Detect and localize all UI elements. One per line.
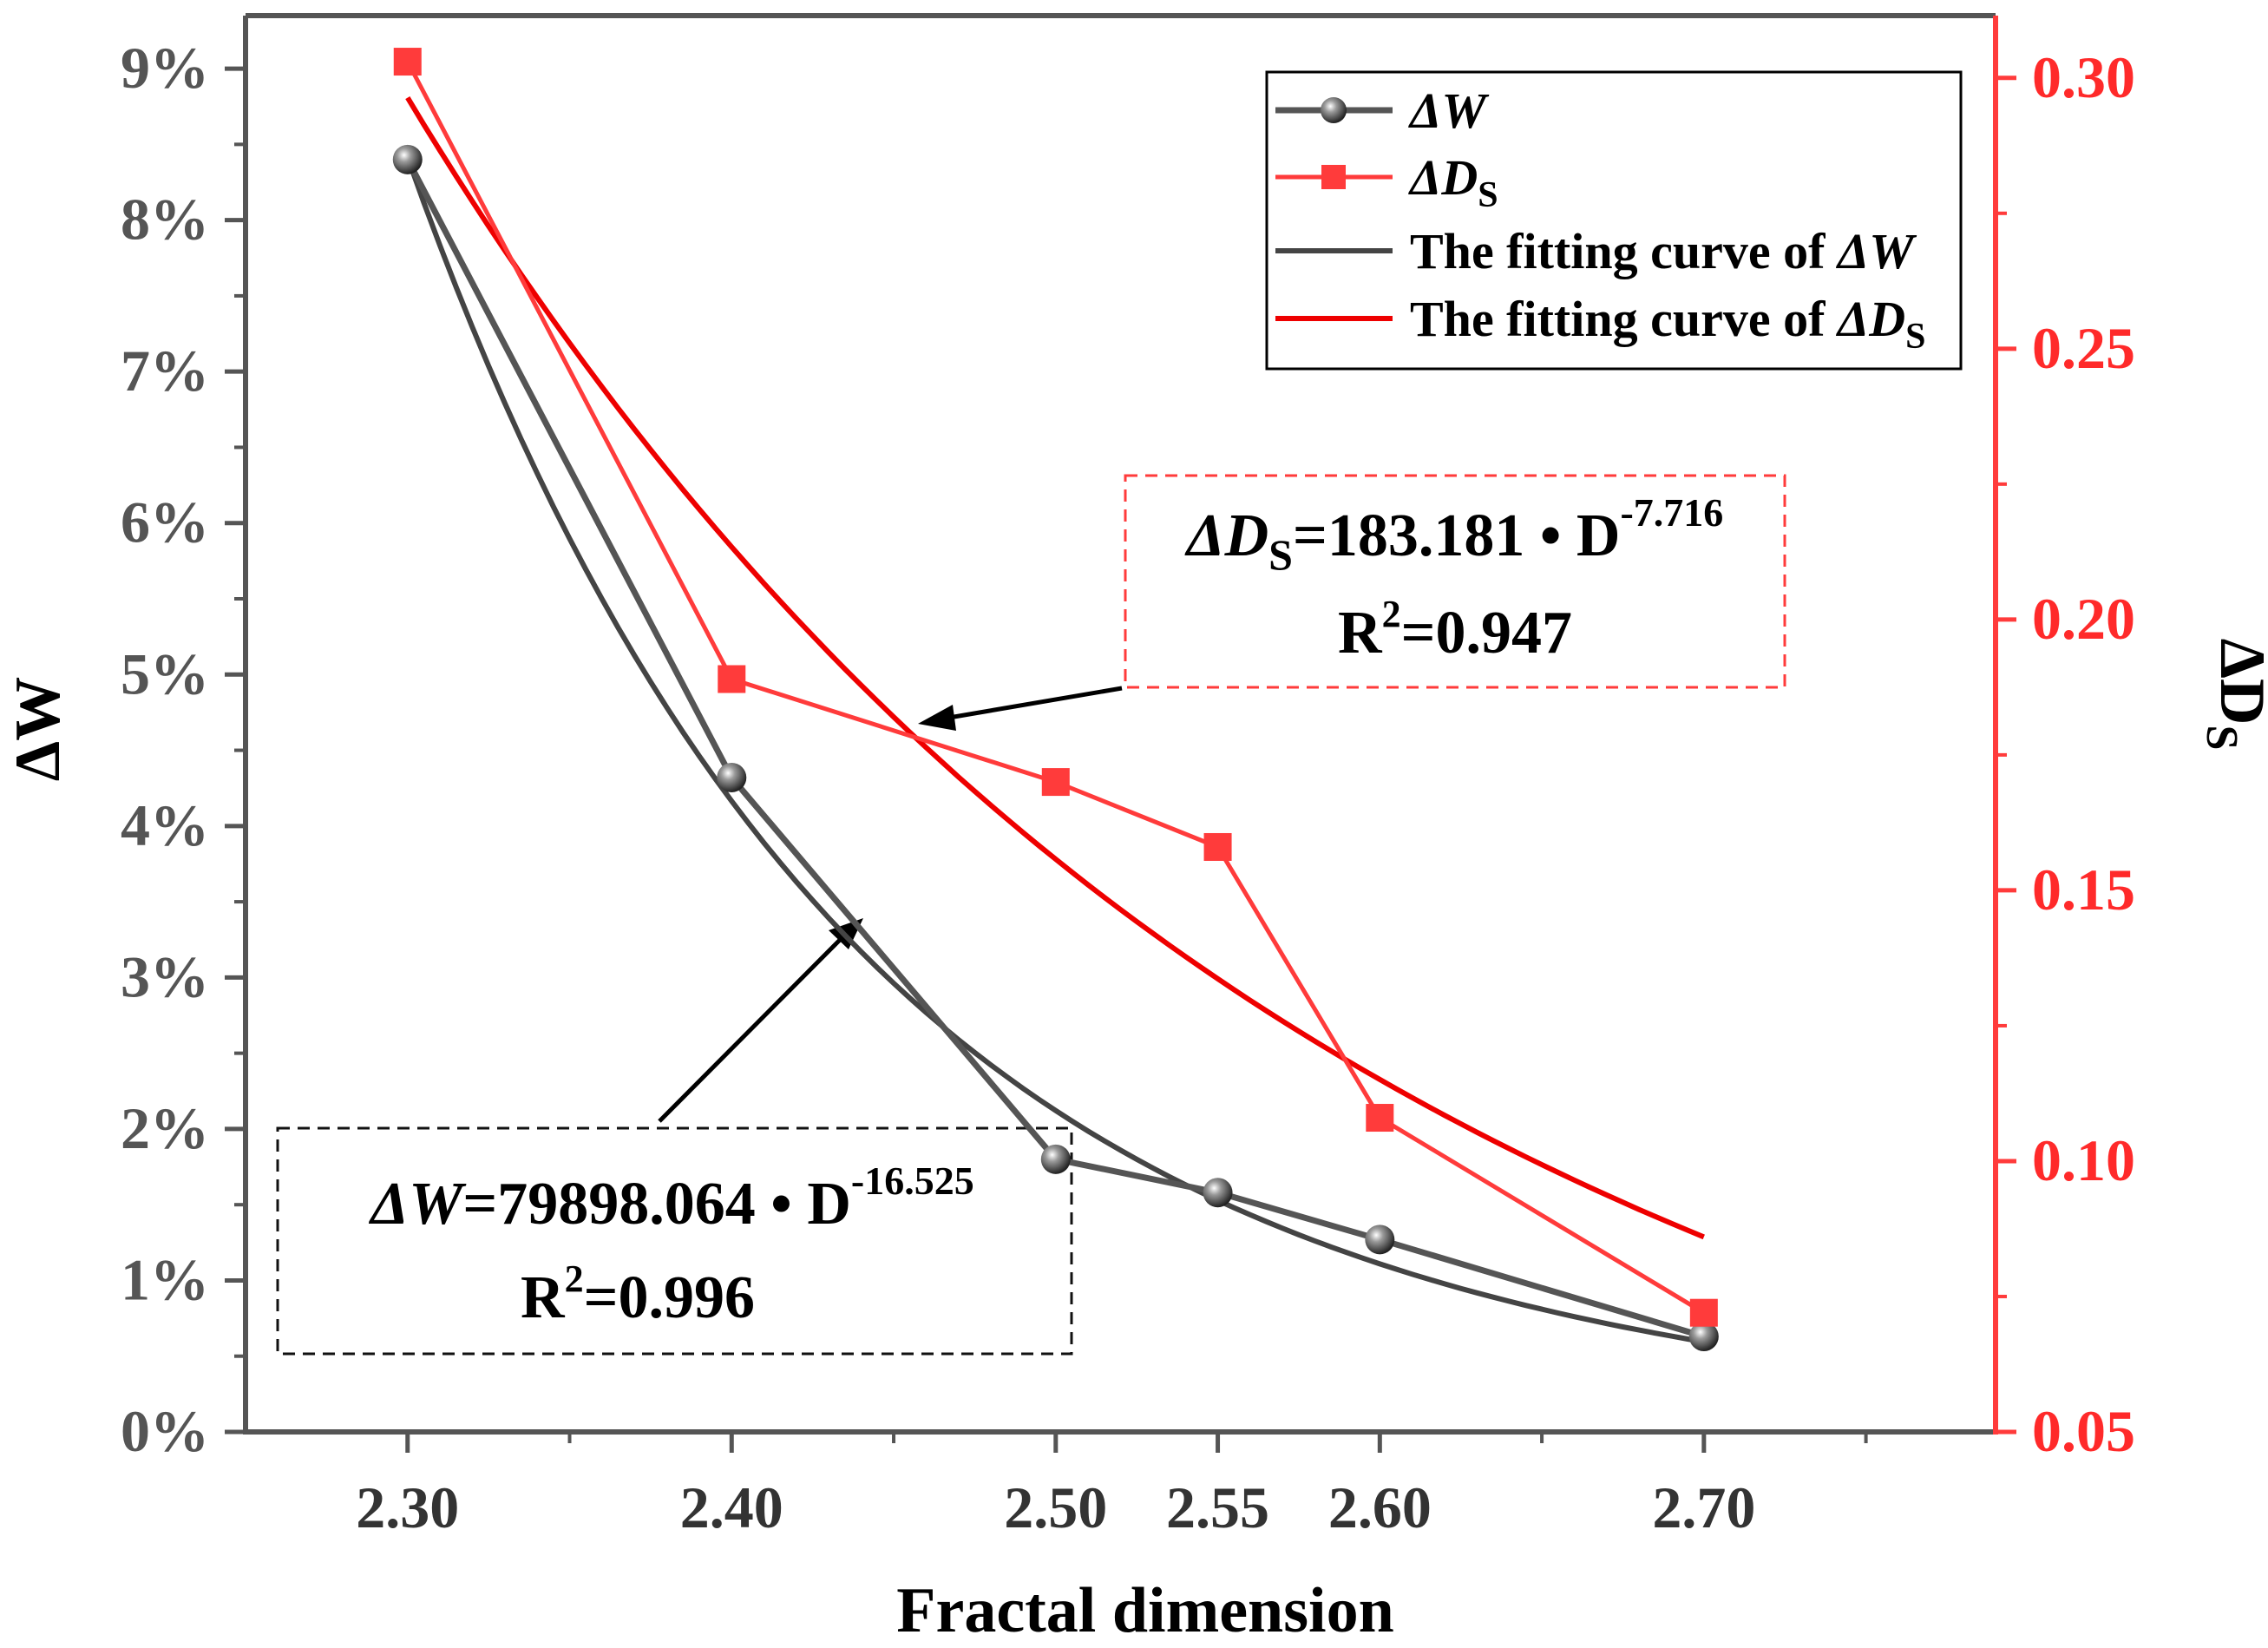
w-r2-prefix: R: [521, 1264, 566, 1331]
y-right-tick-label: 0.25: [2032, 315, 2135, 381]
y-left-tick-label: 6%: [121, 489, 209, 555]
point-dds: [718, 665, 746, 693]
point-dds: [1366, 1104, 1394, 1133]
y-left-tick-label: 2%: [121, 1095, 209, 1161]
point-dds: [1203, 832, 1232, 861]
ds-r2-value: =0.947: [1401, 600, 1572, 666]
y-left-tick-label: 5%: [121, 640, 209, 706]
y-right-tick-label: 0.15: [2032, 857, 2135, 922]
y-right-tick-label: 0.10: [2032, 1127, 2135, 1193]
ds-r2-prefix: R: [1338, 600, 1383, 666]
y-left-axis-title-rest: W: [3, 677, 74, 741]
y-left-axis-title: ΔW: [3, 677, 74, 781]
point-dds: [1041, 768, 1070, 797]
x-tick-label: 2.50: [1004, 1474, 1107, 1540]
legend-swatch-dw-marker: [1321, 97, 1347, 123]
w-equation-box: [276, 1126, 1073, 1356]
ds-equation-lhs: ΔD: [1184, 502, 1268, 569]
series-line-dw: [404, 158, 1705, 1340]
w-r2-value: =0.996: [584, 1264, 755, 1331]
y-left-tick-label: 7%: [121, 338, 209, 404]
ds-equation-lhs-sub: S: [1268, 530, 1293, 579]
ds-equation-line1: ΔDS=183.181 • D-7.716: [1184, 490, 1724, 579]
y-left-tick-label: 1%: [121, 1246, 209, 1312]
axes: 0% 1% 2% 3% 4% 5% 6% 7% 8% 9% 0.05 0.10 0.15 0.20 0.25…: [121, 13, 2135, 1540]
point-dw: [1365, 1225, 1395, 1255]
x-tick-label: 2.70: [1652, 1474, 1755, 1540]
x-axis-title: Fractal dimension: [896, 1575, 1393, 1646]
y-right-axis-title: ΔDS: [2197, 639, 2268, 751]
ds-equation-annotation: ΔDS=183.181 • D-7.716 R2=0.947: [918, 474, 1786, 731]
legend: ΔW ΔDS The fitting curve of ΔW The fitti…: [1265, 70, 1963, 371]
y-right-tick-label: 0.30: [2032, 44, 2135, 110]
y-left-tick-label: 8%: [121, 187, 209, 253]
ds-equation-box: [1124, 474, 1786, 689]
legend-label-fit-dw: The fitting curve of ΔW: [1410, 223, 1917, 279]
fit-curve-dds: [405, 96, 1705, 1240]
legend-item-fit-dds: The fitting curve of ΔDS: [1275, 291, 1926, 357]
point-dw: [392, 144, 423, 174]
x-tick-label: 2.30: [356, 1474, 459, 1540]
y-left-tick-label: 9%: [121, 35, 209, 101]
ds-equation-exponent: -7.716: [1620, 490, 1723, 535]
w-equation-line1: ΔW=79898.064 • D-16.525: [368, 1159, 973, 1238]
ds-equation-line2: R2=0.947: [1338, 593, 1572, 666]
y-right-axis-title-sub: S: [2197, 725, 2246, 750]
x-tick-label: 2.60: [1328, 1474, 1432, 1540]
y-left-axis-title-symbol: Δ: [3, 741, 74, 781]
x-tick-label: 2.55: [1166, 1474, 1269, 1540]
w-equation-exponent: -16.525: [851, 1159, 974, 1203]
fit-curves: [404, 96, 1705, 1345]
ds-annotation-arrowhead: [918, 705, 956, 731]
y-left-tick-label: 4%: [121, 792, 209, 858]
point-dw: [1688, 1322, 1719, 1352]
point-dds: [1689, 1298, 1718, 1327]
w-equation-line2: R2=0.996: [521, 1257, 755, 1331]
ds-annotation-arrow-line: [938, 686, 1123, 722]
w-equation-rhs: =79898.064 • D: [462, 1171, 850, 1238]
legend-item-dw: ΔW: [1275, 82, 1489, 139]
series-line-dds: [405, 60, 1706, 1315]
x-tick-label: 2.40: [680, 1474, 783, 1540]
ds-r2-sup: 2: [1382, 593, 1401, 635]
legend-item-dds: ΔDS: [1275, 149, 1498, 215]
point-dw: [717, 762, 747, 792]
y-right-axis-title-main: ΔD: [2206, 639, 2268, 726]
legend-item-fit-dw: The fitting curve of ΔW: [1275, 223, 1917, 279]
point-dw: [1203, 1178, 1233, 1208]
y-left-tick-label: 0%: [121, 1398, 209, 1464]
y-right-tick-label: 0.05: [2032, 1398, 2135, 1464]
ds-equation-rhs: =183.181 • D: [1293, 502, 1620, 569]
point-dds: [393, 48, 422, 76]
point-dw: [1040, 1144, 1071, 1174]
legend-label-fit-dds: The fitting curve of ΔDS: [1410, 291, 1926, 357]
w-equation-lhs: ΔW: [368, 1171, 467, 1238]
legend-label-dw: ΔW: [1408, 82, 1489, 139]
legend-label-dds: ΔDS: [1408, 149, 1498, 215]
fit-curve-dw: [404, 156, 1705, 1345]
legend-swatch-dds-marker: [1321, 165, 1346, 189]
data-series: [392, 48, 1719, 1352]
w-r2-sup: 2: [565, 1257, 584, 1300]
y-right-tick-label: 0.20: [2032, 586, 2135, 652]
w-equation-annotation: ΔW=79898.064 • D-16.525 R2=0.996: [276, 918, 1073, 1356]
y-left-tick-label: 3%: [121, 943, 209, 1009]
w-annotation-arrow-line: [658, 938, 842, 1123]
